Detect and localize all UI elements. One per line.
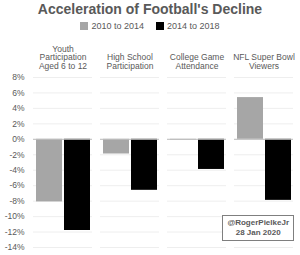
html-text:Acceleration of Football's Dec: Acceleration of Football's Decline bbox=[37, 1, 263, 17]
svg-text:8%: 8% bbox=[12, 72, 25, 82]
svg-text:High SchoolParticipation: High SchoolParticipation bbox=[107, 52, 154, 71]
svg-text:6%: 6% bbox=[12, 88, 25, 98]
html-text:28 Jan 2020: 28 Jan 2020 bbox=[235, 228, 281, 237]
svg-text:-2%: -2% bbox=[9, 149, 25, 159]
svg-text:0%: 0% bbox=[12, 134, 25, 144]
svg-text:NFL Super BowlViewers: NFL Super BowlViewers bbox=[233, 52, 295, 71]
svg-text:-12%: -12% bbox=[5, 227, 25, 237]
svg-text:-14%: -14% bbox=[5, 242, 25, 252]
svg-text:-6%: -6% bbox=[9, 180, 25, 190]
svg-text:2%: 2% bbox=[12, 119, 25, 129]
svg-text:4%: 4% bbox=[12, 103, 25, 113]
svg-text:-8%: -8% bbox=[9, 196, 25, 206]
svg-text:College GameAttendance: College GameAttendance bbox=[170, 52, 225, 71]
svg-text:YouthParticipationAged 6 to 12: YouthParticipationAged 6 to 12 bbox=[39, 44, 87, 71]
html-text:2014 to 2018: 2014 to 2018 bbox=[167, 21, 220, 31]
html-text:@RogerPielkeJr: @RogerPielkeJr bbox=[227, 218, 289, 227]
svg-text:-10%: -10% bbox=[5, 211, 25, 221]
svg-text:-4%: -4% bbox=[9, 165, 25, 175]
html-text:2010 to 2014: 2010 to 2014 bbox=[91, 21, 144, 31]
